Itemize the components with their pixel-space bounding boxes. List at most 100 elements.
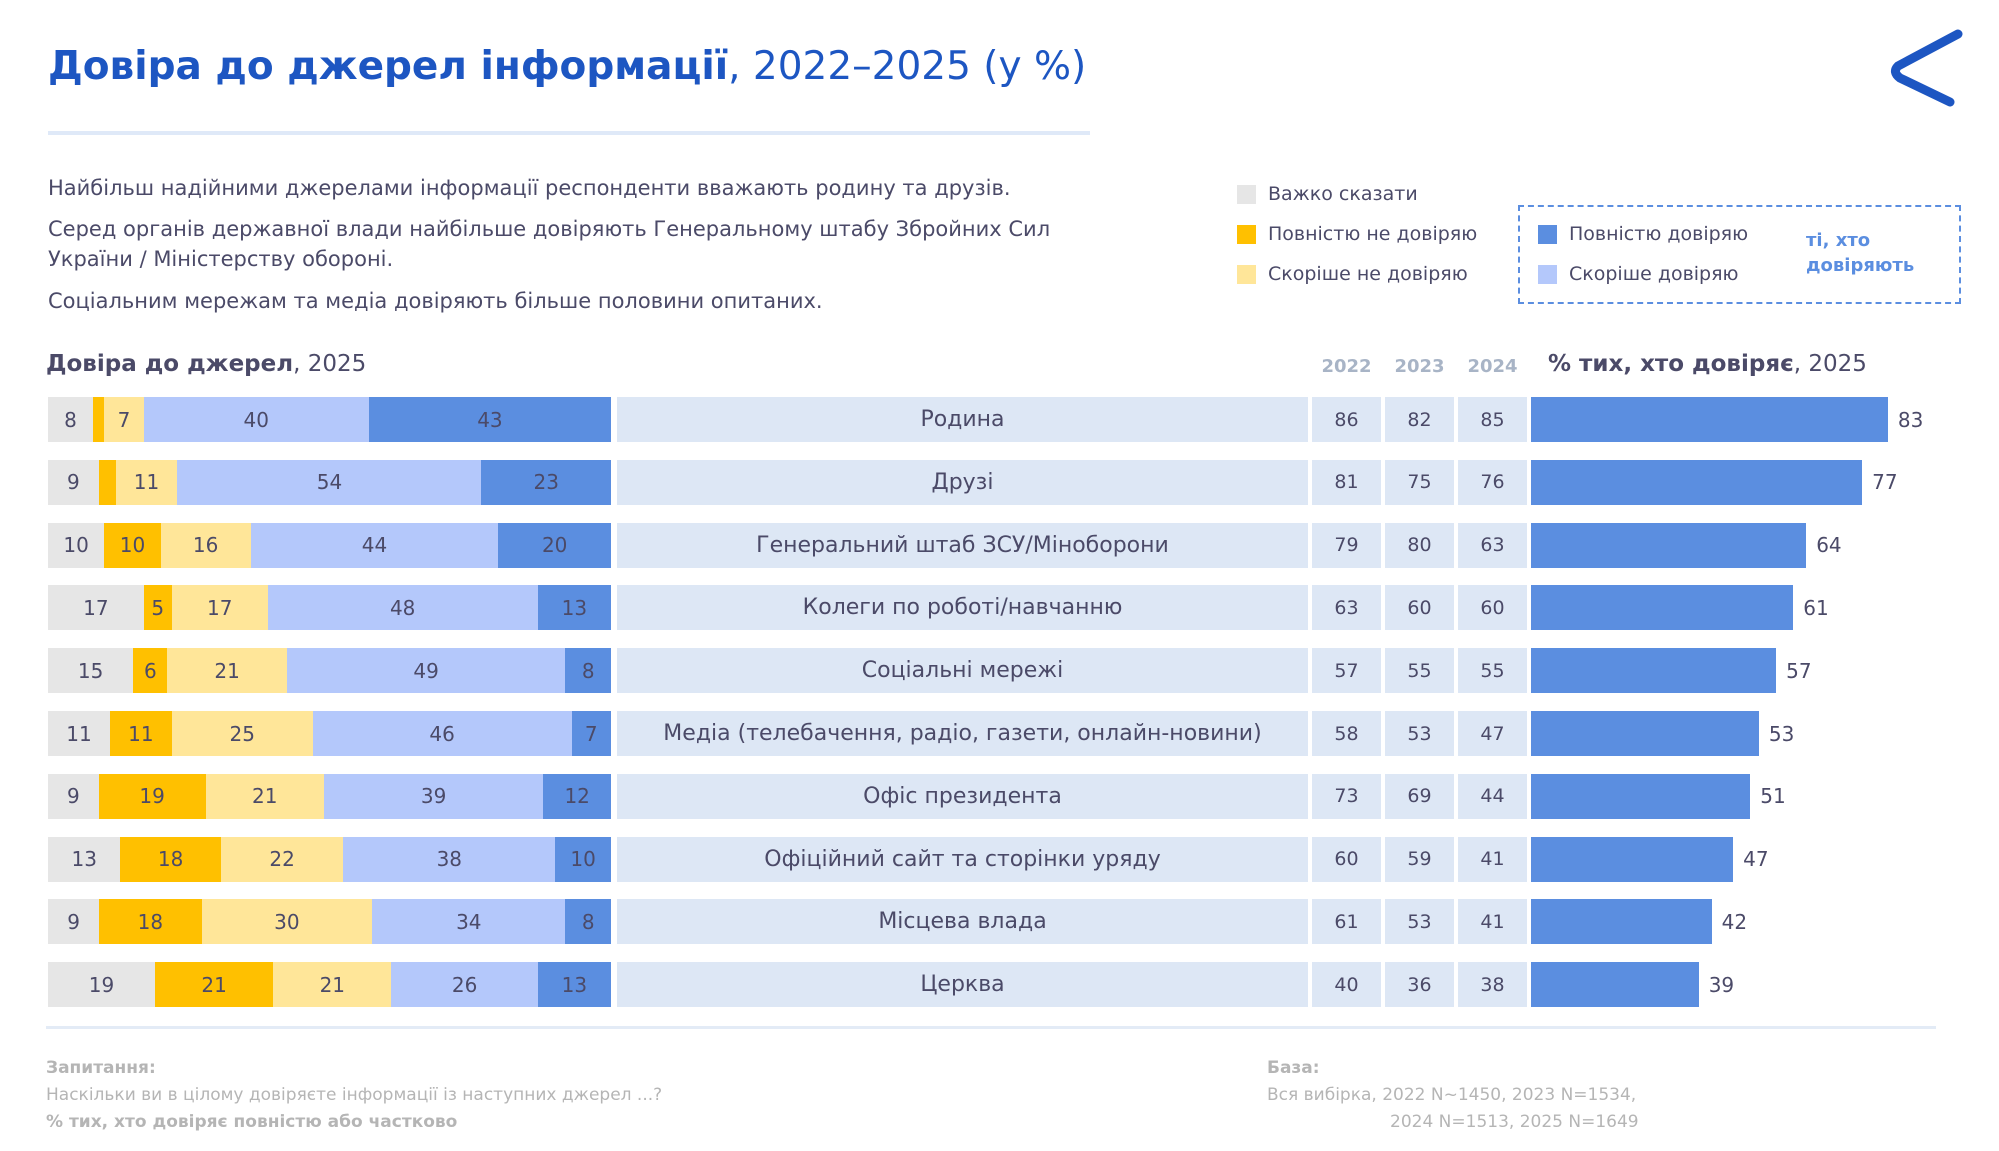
segment-rather-distrust: 11 — [115, 459, 178, 505]
year-value-2024: 55 — [1458, 648, 1527, 694]
stacked-bar: 9 11 54 23 — [48, 459, 611, 505]
year-value-2022: 73 — [1312, 773, 1381, 819]
chart-row: 9 18 30 34 8 Місцева влада 61 53 41 42 — [0, 899, 1999, 945]
source-label: Генеральний штаб ЗСУ/Міноборони — [617, 522, 1308, 568]
trust-legend-box — [1518, 205, 1961, 304]
segment-rather-trust: 39 — [323, 773, 544, 819]
segment-rather-trust: 26 — [391, 962, 538, 1008]
year-value-2024: 41 — [1458, 836, 1527, 882]
segment-full-distrust: 5 — [143, 585, 172, 631]
year-value-2023: 80 — [1385, 522, 1454, 568]
segment-rather-distrust: 17 — [171, 585, 268, 631]
question-text: Наскільки ви в цілому довіряєте інформац… — [46, 1085, 663, 1105]
segment-rather-trust: 38 — [343, 836, 556, 882]
year-value-2024: 47 — [1458, 711, 1527, 756]
chart-row: 9 11 54 23 Друзі 81 75 76 77 — [0, 459, 1999, 505]
trust-bar — [1531, 711, 1759, 756]
segment-hard-to-say: 10 — [48, 522, 105, 568]
chart-row: 9 19 21 39 12 Офіс президента 73 69 44 51 — [0, 773, 1999, 819]
year-value-2024: 85 — [1458, 397, 1527, 442]
year-value-2022: 40 — [1312, 962, 1381, 1008]
year-value-2024: 63 — [1458, 522, 1527, 568]
segment-rather-trust: 49 — [286, 648, 566, 694]
segment-full-distrust: 18 — [99, 899, 202, 945]
trust-value: 83 — [1897, 407, 1924, 432]
summary-text-3: Соціальним мережам та медіа довіряють бі… — [48, 289, 823, 313]
chart-row: 10 10 16 44 20 Генеральний штаб ЗСУ/Міноборон… — [0, 522, 1999, 568]
question-label: Запитання: — [46, 1058, 156, 1078]
summary-text-1: Найбільш надійними джерелами інформації … — [48, 176, 1011, 200]
segment-full-trust: 43 — [368, 397, 611, 442]
year-value-2022: 63 — [1312, 585, 1381, 631]
legend-item-full-trust: Повністю довіряю — [1538, 223, 1748, 245]
trust-bar — [1531, 962, 1699, 1008]
stacked-bar: 8 7 40 43 — [48, 397, 611, 442]
stacked-bar: 10 10 16 44 20 — [48, 522, 611, 568]
segment-hard-to-say: 9 — [48, 459, 99, 505]
segment-hard-to-say: 9 — [48, 899, 100, 945]
trust-value: 77 — [1872, 470, 1898, 495]
source-label: Колеги по роботі/навчанню — [617, 585, 1308, 631]
year-value-2024: 76 — [1458, 459, 1527, 505]
segment-rather-distrust: 30 — [201, 899, 373, 945]
year-header-2024: 2024 — [1467, 356, 1518, 377]
base-label: База: — [1267, 1058, 1320, 1078]
chart-row: 11 11 25 46 7 Медіа (телебачення, радіо, газе… — [0, 711, 1999, 756]
chart-row: 8 7 40 43 Родина 86 82 85 83 — [0, 397, 1999, 442]
segment-rather-trust: 48 — [267, 585, 538, 631]
trust-bar — [1531, 773, 1751, 819]
segment-rather-trust: 44 — [250, 522, 499, 568]
legend-group-label: ті, хто довіряють — [1806, 230, 1915, 276]
footer-divider — [46, 1026, 1936, 1029]
year-value-2023: 69 — [1385, 773, 1454, 819]
trust-bar — [1531, 459, 1863, 505]
source-label: Офіс президента — [617, 773, 1308, 819]
trust-bar — [1531, 522, 1807, 568]
segment-full-trust: 13 — [537, 962, 611, 1008]
year-value-2024: 38 — [1458, 962, 1527, 1008]
stacked-chart-title: Довіра до джерел, 2025 — [46, 351, 367, 377]
legend-item-rather-distrust: Скоріше не довіряю — [1237, 263, 1468, 285]
trust-chart-title: % тих, хто довіряє, 2025 — [1548, 351, 1867, 377]
stacked-bar: 17 5 17 48 13 — [48, 585, 611, 631]
source-label: Соціальні мережі — [617, 648, 1308, 694]
year-value-2022: 79 — [1312, 522, 1381, 568]
segment-full-trust: 7 — [571, 711, 611, 756]
segment-full-trust: 23 — [481, 459, 611, 505]
segment-full-distrust — [98, 459, 116, 505]
year-value-2022: 58 — [1312, 711, 1381, 756]
segment-full-trust: 8 — [565, 899, 611, 945]
year-value-2023: 82 — [1385, 397, 1454, 442]
trust-bar — [1531, 585, 1794, 631]
year-value-2022: 81 — [1312, 459, 1381, 505]
chart-row: 15 6 21 49 8 Соціальні мережі 57 55 55 57 — [0, 648, 1999, 694]
stacked-bar: 15 6 21 49 8 — [48, 648, 611, 694]
source-label: Церква — [617, 962, 1308, 1008]
year-value-2022: 60 — [1312, 836, 1381, 882]
segment-rather-trust: 40 — [143, 397, 369, 442]
segment-full-trust: 12 — [543, 773, 611, 819]
trust-value: 42 — [1721, 909, 1748, 934]
page-title: Довіра до джерел інформації, 2022–2025 (… — [48, 44, 1087, 89]
year-value-2022: 61 — [1312, 899, 1381, 945]
segment-full-distrust: 10 — [104, 522, 161, 568]
stacked-bar: 13 18 22 38 10 — [48, 836, 611, 882]
segment-full-distrust: 11 — [109, 711, 172, 756]
year-value-2023: 36 — [1385, 962, 1454, 1008]
segment-rather-trust: 46 — [312, 711, 572, 756]
title-divider — [48, 131, 1090, 135]
stacked-bar: 11 11 25 46 7 — [48, 711, 611, 756]
source-label: Родина — [617, 397, 1308, 442]
segment-full-trust: 8 — [565, 648, 611, 694]
legend-item-hard-to-say: Важко сказати — [1237, 183, 1418, 205]
source-label: Місцева влада — [617, 899, 1308, 945]
logo-icon — [1890, 29, 1963, 107]
year-value-2023: 55 — [1385, 648, 1454, 694]
year-header-2022: 2022 — [1321, 356, 1372, 377]
stacked-bar: 9 19 21 39 12 — [48, 773, 611, 819]
trust-bar — [1531, 836, 1734, 882]
segment-hard-to-say: 13 — [48, 836, 121, 882]
question-note: % тих, хто довіряє повністю або частково — [46, 1112, 458, 1132]
source-label: Медіа (телебачення, радіо, газети, онлай… — [617, 711, 1308, 756]
segment-rather-distrust: 22 — [220, 836, 344, 882]
